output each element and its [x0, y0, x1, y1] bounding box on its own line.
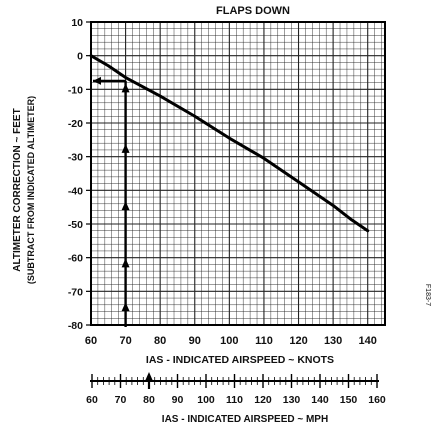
y-tick-label: -40 — [68, 185, 83, 197]
mph-tick-label: 110 — [226, 394, 243, 406]
mph-axis-label: IAS - INDICATED AIRSPEED ~ MPH — [162, 414, 328, 425]
y-tick-label: 0 — [77, 51, 83, 63]
chart-title: FLAPS DOWN — [216, 5, 290, 17]
mph-tick-label: 120 — [254, 394, 272, 406]
x-tick-label: 80 — [154, 335, 166, 347]
correction-curve — [89, 54, 370, 233]
arrow-up-icon — [145, 372, 153, 381]
y-tick-label: -50 — [68, 219, 83, 231]
x-tick-label: 110 — [255, 335, 273, 347]
figure-code: F183-7 — [424, 284, 431, 306]
y-axis-sublabel: (SUBTRACT FROM INDICATED ALTIMETER) — [26, 96, 36, 284]
arrow-up-icon — [121, 83, 130, 93]
arrow-up-icon — [121, 201, 130, 211]
arrow-up-icon — [121, 258, 130, 268]
mph-tick-label: 90 — [172, 394, 184, 406]
y-tick-label: -80 — [68, 320, 83, 332]
x-axis-label: IAS - INDICATED AIRSPEED ~ KNOTS — [146, 354, 334, 366]
mph-tick-label: 150 — [340, 394, 358, 406]
mph-tick-label: 140 — [311, 394, 329, 406]
x-tick-label: 140 — [359, 335, 377, 347]
mph-tick-label: 100 — [197, 394, 215, 406]
y-tick-label: -70 — [68, 286, 83, 298]
y-tick-label: -10 — [68, 84, 83, 96]
y-tick-label: -30 — [68, 152, 83, 164]
arrow-up-icon — [121, 143, 130, 153]
mph-tick-label: 80 — [143, 394, 155, 406]
x-tick-label: 130 — [324, 335, 342, 347]
plot-frame — [90, 21, 386, 326]
x-tick-label: 70 — [119, 335, 131, 347]
example-path — [93, 76, 130, 327]
mph-tick-label: 160 — [368, 394, 386, 406]
mph-tick-label: 60 — [86, 394, 98, 406]
y-tick-label: -20 — [68, 118, 83, 130]
mph-scale: 60 70 80 90 100 110 120 130 140 150 160 — [86, 372, 386, 406]
y-tick-label: 10 — [71, 17, 83, 29]
y-axis-label: ALTIMETER CORRECTION ~ FEET — [12, 108, 23, 271]
x-tick-label: 90 — [189, 335, 201, 347]
x-tick-label: 120 — [289, 335, 307, 347]
arrow-left-icon — [93, 76, 101, 85]
x-tick-label: 60 — [85, 335, 97, 347]
plot-border — [90, 21, 386, 326]
mph-tick-label: 130 — [283, 394, 301, 406]
grid — [91, 22, 385, 325]
mph-tick-label: 70 — [115, 394, 127, 406]
series-layer — [89, 54, 370, 233]
y-tick-label: -60 — [68, 253, 83, 265]
arrow-up-icon — [121, 302, 130, 312]
x-tick-label: 100 — [220, 335, 238, 347]
